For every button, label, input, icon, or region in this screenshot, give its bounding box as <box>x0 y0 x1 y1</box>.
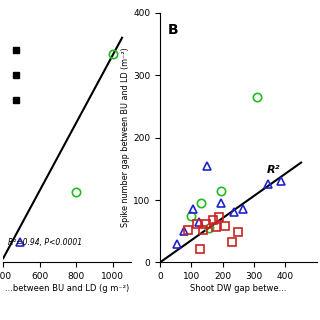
Text: B: B <box>168 23 179 37</box>
X-axis label: ...between BU and LD (g m⁻²): ...between BU and LD (g m⁻²) <box>5 284 129 293</box>
Y-axis label: Spike number gap between BU and LD (m⁻²): Spike number gap between BU and LD (m⁻²) <box>121 48 130 228</box>
X-axis label: Shoot DW gap betwe...: Shoot DW gap betwe... <box>190 284 287 293</box>
Text: R²=0.94, P<0.0001: R²=0.94, P<0.0001 <box>8 238 83 247</box>
Text: R²: R² <box>267 165 280 175</box>
